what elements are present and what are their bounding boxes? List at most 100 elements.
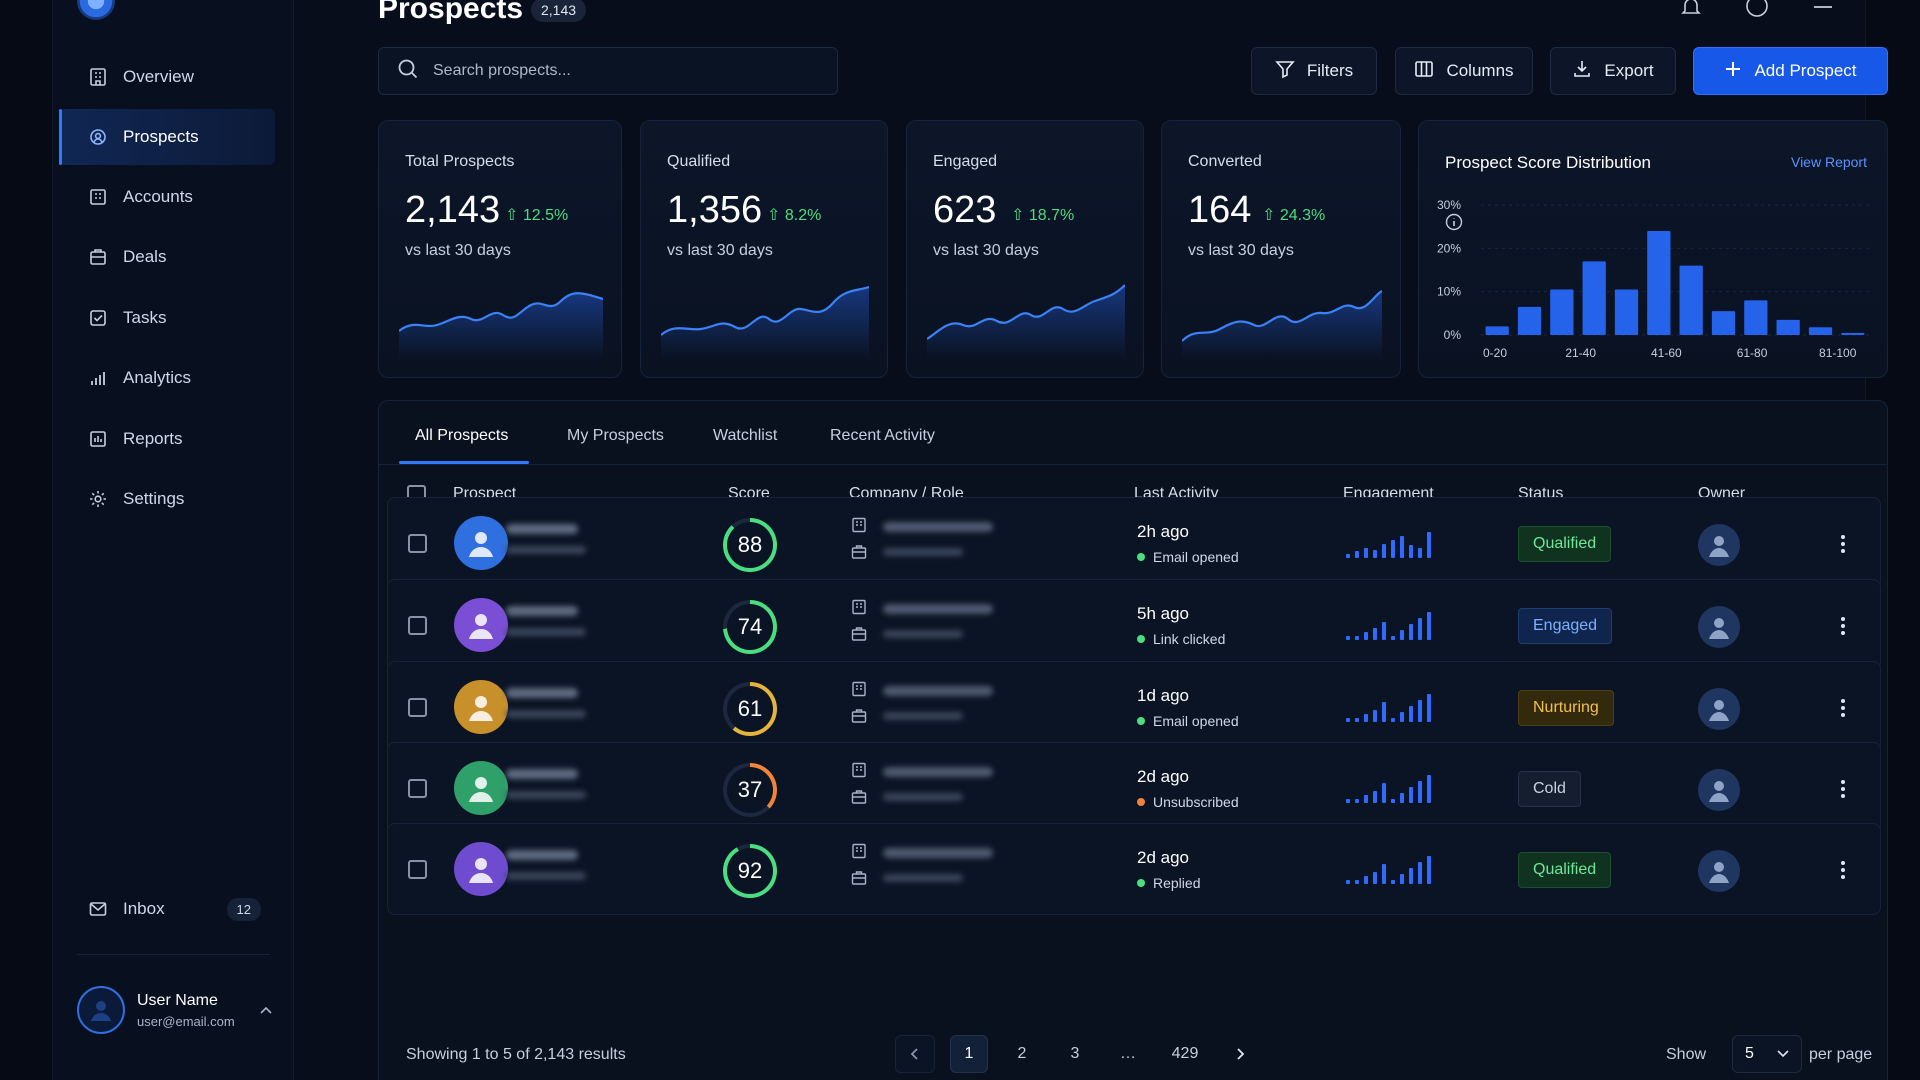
prev-page-button[interactable] [895,1035,935,1073]
page-ellipsis: … [1120,1045,1136,1062]
user-menu[interactable]: User Name user@email.com [77,986,273,1034]
bell-icon[interactable] [1679,0,1703,18]
more-options-icon[interactable] [1833,854,1853,886]
engagement-bar [1400,712,1404,722]
table-row[interactable]: 37 2d ago Unsubscribed Cold [387,742,1881,834]
sidebar: Overview Prospects Accounts Deals Tasks … [53,0,294,1080]
sidebar-item-analytics[interactable]: Analytics [59,350,275,406]
stat-card-converted: Converted 164 ⇧ 24.3% vs last 30 days [1161,120,1401,378]
stat-label: Converted [1188,153,1262,170]
owner-avatar[interactable] [1698,524,1740,566]
export-button[interactable]: Export [1550,47,1676,95]
sidebar-item-deals[interactable]: Deals [59,229,275,285]
distribution-bar [1582,261,1606,335]
status-badge: Qualified [1518,852,1612,888]
app-logo[interactable] [77,0,115,20]
owner-avatar[interactable] [1698,769,1740,811]
x-tick-label: 81-100 [1819,346,1857,360]
last-activity-time: 2d ago [1137,767,1189,786]
engagement-bar [1418,862,1422,884]
filters-button[interactable]: Filters [1251,47,1377,95]
engagement-bar [1427,532,1431,558]
page-3-button[interactable]: 3 [1070,1045,1080,1062]
sidebar-item-overview[interactable]: Overview [59,49,275,105]
download-icon [1572,59,1592,84]
stat-value: 623 [933,189,997,231]
table-row[interactable]: 61 1d ago Email opened Nurturing [387,661,1881,753]
engagement-bar [1418,618,1422,640]
engagement-bar [1409,624,1413,640]
sidebar-item-accounts[interactable]: Accounts [59,169,275,225]
engagement-bar [1418,700,1422,722]
more-options-icon[interactable] [1833,610,1853,642]
table-row[interactable]: 92 2d ago Replied Qualified [387,823,1881,915]
engagement-bar [1355,551,1359,558]
sparkline-chart [1182,290,1382,359]
owner-avatar[interactable] [1698,688,1740,730]
stat-card-engaged: Engaged 623 ⇧ 18.7% vs last 30 days [906,120,1144,378]
activity-dot [1137,635,1145,643]
stat-delta-value: 24.3% [1279,207,1326,224]
sidebar-item-reports[interactable]: Reports [59,411,275,467]
distribution-bar [1647,231,1671,335]
score-value: 88 [737,532,763,557]
more-options-icon[interactable] [1833,773,1853,805]
briefcase-icon [850,543,868,561]
engagement-bar [1346,880,1350,884]
more-options-icon[interactable] [1833,692,1853,724]
sidebar-item-tasks[interactable]: Tasks [59,290,275,346]
last-activity-time: 2d ago [1137,848,1189,867]
columns-button[interactable]: Columns [1395,47,1533,95]
row-checkbox[interactable] [408,698,427,717]
next-page-button[interactable] [1221,1035,1259,1073]
top-icons [1679,0,1835,18]
engagement-bar [1373,628,1377,640]
activity-dot [1137,553,1145,561]
briefcase-icon [87,246,109,268]
redacted-role [883,630,963,638]
row-checkbox[interactable] [408,860,427,879]
status-badge: Cold [1518,771,1581,807]
stat-sub: vs last 30 days [667,242,773,259]
engagement-bar [1427,612,1431,640]
sidebar-item-inbox[interactable]: Inbox 12 [59,881,275,937]
redacted-company [883,686,993,696]
tab-recent-activity[interactable]: Recent Activity [830,427,935,444]
row-checkbox[interactable] [408,779,427,798]
add-prospect-button[interactable]: Add Prospect [1693,47,1888,95]
row-checkbox[interactable] [408,616,427,635]
page-429-button[interactable]: 429 [1171,1045,1199,1062]
row-checkbox[interactable] [408,534,427,553]
owner-avatar[interactable] [1698,850,1740,892]
user-name: User Name [137,991,218,1009]
owner-avatar[interactable] [1698,606,1740,648]
table-row[interactable]: 74 5h ago Link clicked Engaged [387,579,1881,671]
chevron-down-icon [1777,1045,1789,1063]
view-report-link[interactable]: View Report [1790,154,1867,170]
menu-icon[interactable] [1811,0,1835,18]
page-1-button[interactable]: 1 [950,1035,988,1073]
redacted-company [883,522,993,532]
tab-all-prospects[interactable]: All Prospects [415,427,509,444]
search-box[interactable] [378,47,838,95]
help-icon[interactable] [1745,0,1769,18]
table-row[interactable]: 88 2h ago Email opened Qualified [387,497,1881,589]
per-page-select[interactable]: 5 [1732,1035,1802,1073]
engagement-bar [1382,622,1386,640]
tab-watchlist[interactable]: Watchlist [713,427,778,444]
x-tick-label: 41-60 [1651,346,1682,360]
stat-sub: vs last 30 days [405,242,511,259]
sidebar-item-label: Settings [123,489,185,508]
search-input[interactable] [433,62,813,80]
engagement-bar [1382,864,1386,884]
tab-my-prospects[interactable]: My Prospects [567,427,664,444]
mail-icon [87,898,109,920]
engagement-chart [1346,694,1431,722]
engagement-bar [1355,718,1359,722]
stat-value: 2,143 [405,189,501,231]
page-2-button[interactable]: 2 [1017,1045,1027,1062]
sidebar-item-settings[interactable]: Settings [59,471,275,527]
stat-card-qualified: Qualified 1,356 ⇧ 8.2% vs last 30 days [640,120,888,378]
more-options-icon[interactable] [1833,528,1853,560]
sidebar-item-prospects[interactable]: Prospects [59,109,275,165]
